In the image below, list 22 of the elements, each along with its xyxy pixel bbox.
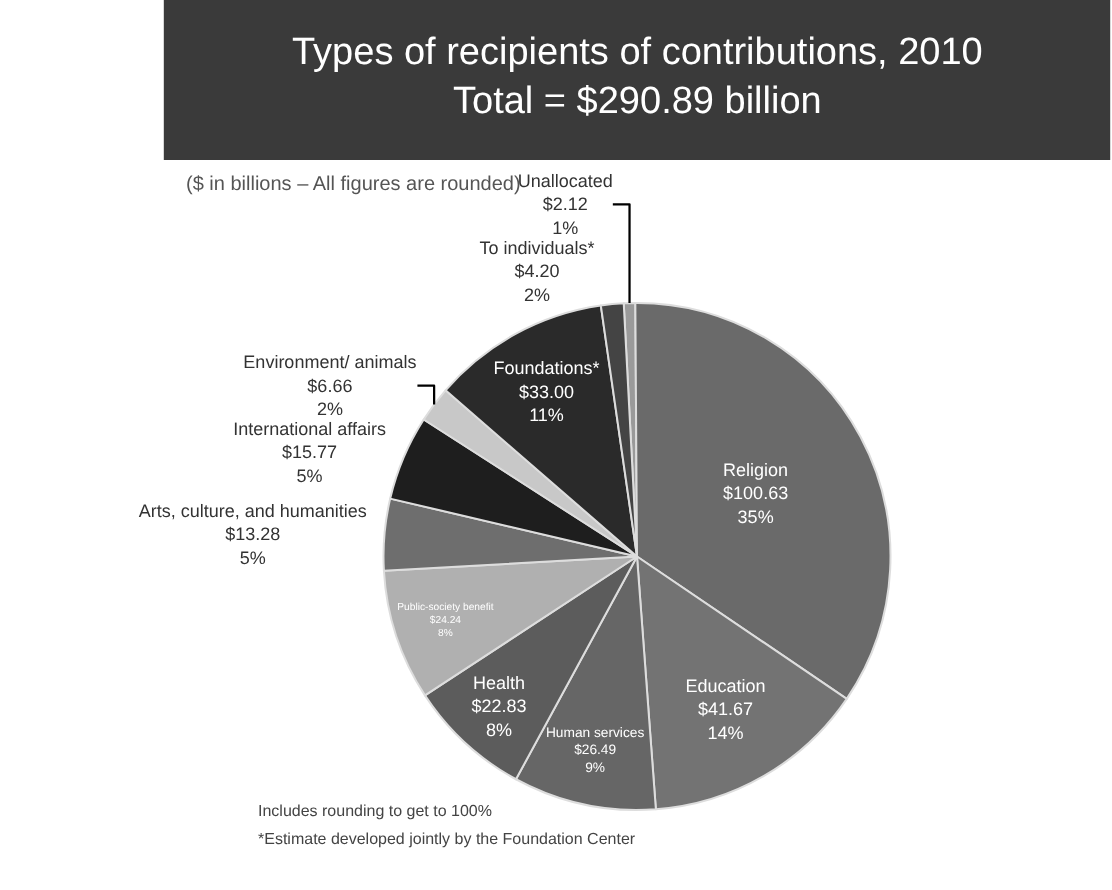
- slice-label: Environment/ animals: [243, 352, 418, 373]
- slice-label: Foundations*: [493, 358, 601, 379]
- chart-subtitle: ($ in billions – All figures are rounded): [186, 174, 521, 196]
- slice-label: Health: [472, 672, 525, 693]
- data-label: $100.63 35%: [723, 483, 789, 527]
- text: Includes rounding to get to 100%: [258, 802, 492, 820]
- slice-label: Education: [685, 676, 766, 697]
- data-label: $6.66 2%: [307, 375, 353, 420]
- slice-label: Religion: [723, 459, 789, 480]
- chart-title: Types of recipients of contributions, 2010 Total = $290.89 billion: [292, 32, 983, 124]
- slice-label: To individuals*: [479, 237, 596, 258]
- data-label: $4.20 2%: [514, 261, 560, 305]
- slice-label: Unallocated: [517, 170, 613, 191]
- data-label: $22.83 8%: [471, 696, 527, 740]
- data-label: $41.67 14%: [697, 699, 753, 743]
- slice-label: International affairs: [233, 419, 387, 440]
- text: *Estimate developed jointly by the Foundation Center: [258, 830, 636, 848]
- slice-label: Arts, culture, and humanities: [138, 500, 368, 521]
- data-label: $33.00 11%: [518, 381, 575, 425]
- data-label: $15.77 5%: [281, 442, 338, 486]
- data-label: $2.12 1%: [542, 194, 588, 238]
- data-label: $13.28 5%: [225, 524, 281, 568]
